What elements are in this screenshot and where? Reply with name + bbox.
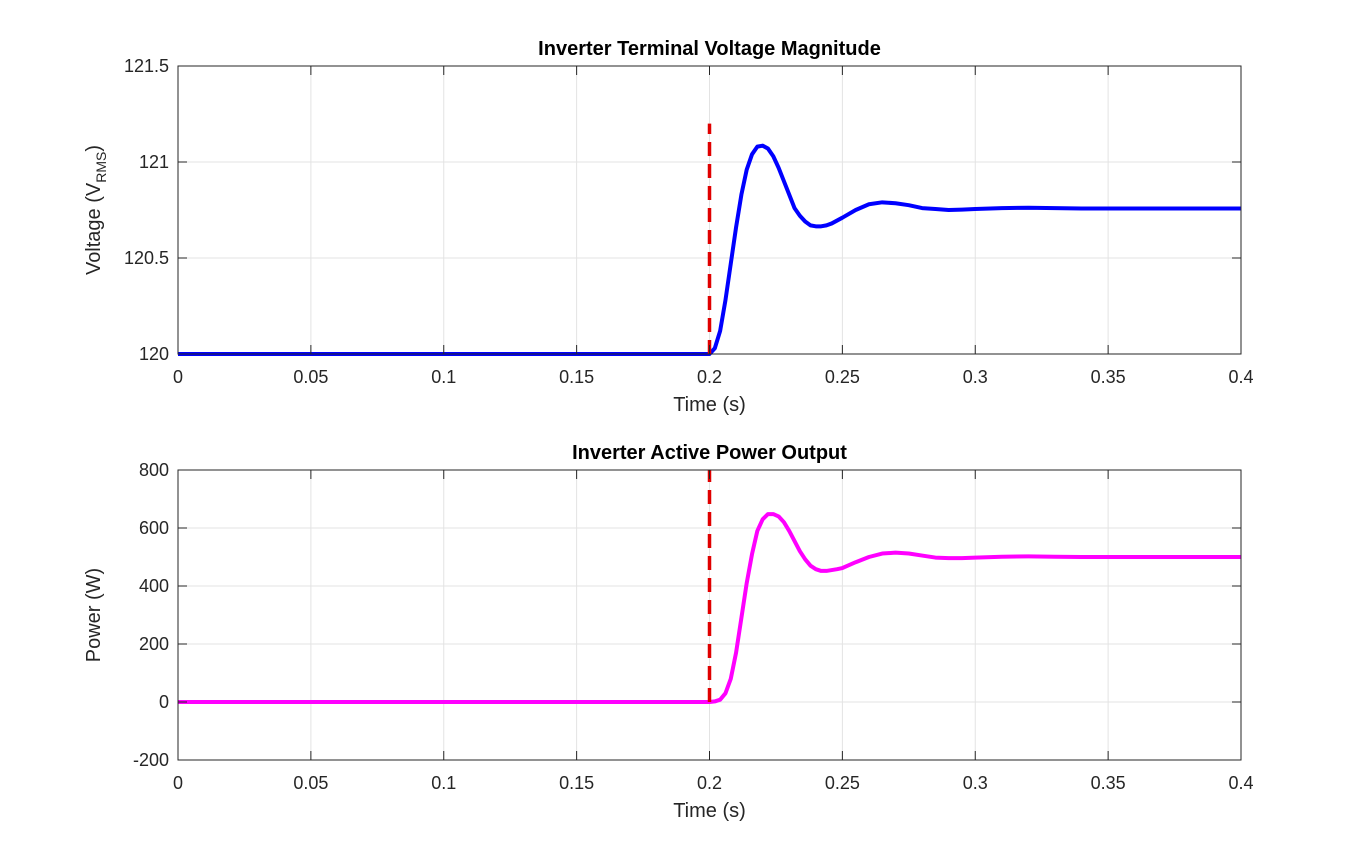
voltage-subplot: 0 0.05 0.1 0.15 0.2 0.25 0.3 0.35 0.4 120 120.5 121…	[83, 38, 1254, 416]
voltage-x-tick-label: 0.05	[293, 367, 328, 387]
voltage-plot-title: Inverter Terminal Voltage Magnitude	[538, 38, 881, 60]
voltage-x-axis-label: Time (s)	[673, 394, 746, 416]
power-subplot: 0 0.05 0.1 0.15 0.2 0.25 0.3 0.35 0.4-2000200400…	[83, 442, 1254, 822]
voltage-series-line	[178, 143, 1241, 356]
power-x-axis-label: Time (s)	[673, 800, 746, 822]
power-y-tick-label: 600	[139, 518, 169, 538]
power-y-tick-label: 800	[139, 460, 169, 480]
power-y-tick-label: 0	[159, 692, 169, 712]
voltage-y-axis-label-main: Voltage (V	[83, 182, 105, 275]
power-x-tick-label: 0	[173, 773, 183, 793]
power-y-tick-label: -200	[133, 750, 169, 770]
power-ticks: 0 0.05 0.1 0.15 0.2 0.25 0.3 0.35 0.4-2000200400…	[133, 460, 1254, 793]
voltage-y-tick-label: 120	[139, 344, 169, 364]
voltage-x-tick-label: 0.1	[431, 367, 456, 387]
voltage-x-tick-label: 0.25	[825, 367, 860, 387]
voltage-y-tick-label: 121	[139, 152, 169, 172]
power-y-axis-label: Power (W)	[83, 568, 105, 662]
power-x-tick-label: 0.25	[825, 773, 860, 793]
power-x-tick-label: 0.4	[1228, 773, 1253, 793]
power-x-tick-label: 0.15	[559, 773, 594, 793]
power-plot-title: Inverter Active Power Output	[572, 442, 847, 464]
voltage-x-tick-label: 0	[173, 367, 183, 387]
voltage-y-axis-label: Voltage (VRMS)	[83, 145, 109, 275]
voltage-y-axis-label-sub: RMS	[93, 152, 109, 183]
power-y-tick-label: 400	[139, 576, 169, 596]
power-x-tick-label: 0.1	[431, 773, 456, 793]
power-x-tick-label: 0.05	[293, 773, 328, 793]
voltage-y-tick-label: 120.5	[124, 248, 169, 268]
power-series-group	[178, 470, 1241, 704]
voltage-y-axis-label-close: )	[83, 145, 105, 152]
voltage-series-group	[178, 123, 1241, 356]
voltage-x-tick-label: 0.15	[559, 367, 594, 387]
voltage-x-tick-label: 0.35	[1091, 367, 1126, 387]
power-x-tick-label: 0.2	[697, 773, 722, 793]
power-x-tick-label: 0.3	[963, 773, 988, 793]
voltage-x-tick-label: 0.2	[697, 367, 722, 387]
voltage-y-tick-label: 121.5	[124, 56, 169, 76]
voltage-ticks: 0 0.05 0.1 0.15 0.2 0.25 0.3 0.35 0.4 120 120.5 121…	[124, 56, 1254, 387]
power-series-line	[178, 512, 1241, 704]
voltage-x-tick-label: 0.3	[963, 367, 988, 387]
voltage-x-tick-label: 0.4	[1228, 367, 1253, 387]
power-y-axis-label-main: Power (W)	[83, 568, 105, 662]
power-x-tick-label: 0.35	[1091, 773, 1126, 793]
power-y-tick-label: 200	[139, 634, 169, 654]
